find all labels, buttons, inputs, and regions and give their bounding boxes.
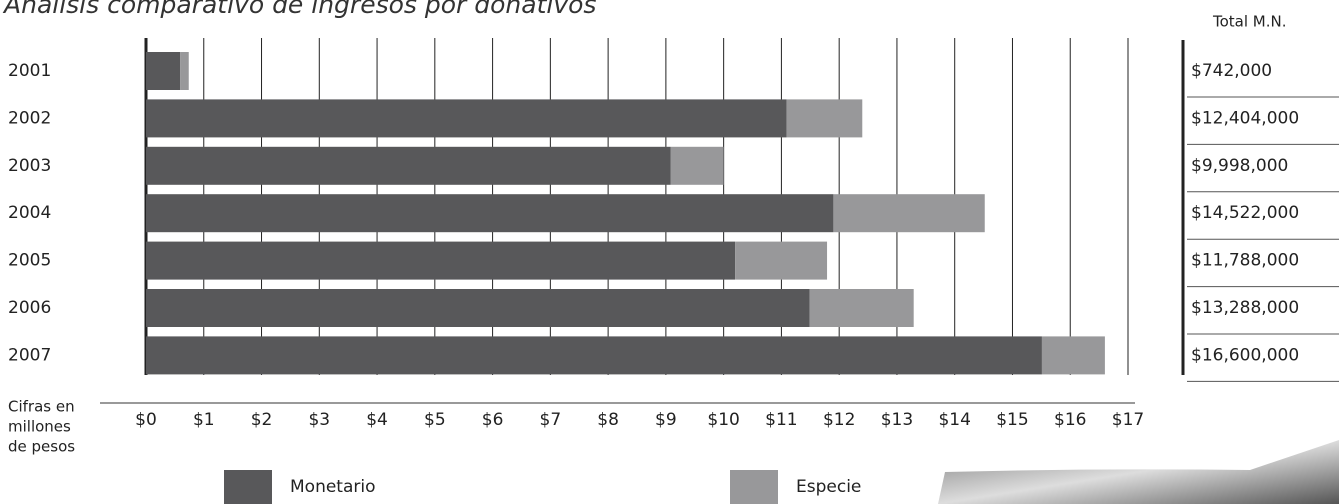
bar-segment — [670, 146, 724, 185]
bar-segment — [146, 52, 181, 90]
bar-segment — [735, 241, 828, 280]
total-header: Total M.N. — [1212, 13, 1287, 31]
x-tick-label: $3 — [308, 410, 330, 430]
bar-segment — [833, 194, 985, 233]
bar-segment — [146, 194, 834, 233]
legend-label: Especie — [796, 477, 861, 497]
bar-segment — [786, 99, 863, 138]
y-tick-label: 2003 — [8, 156, 51, 176]
legend-label: Monetario — [290, 477, 376, 497]
y-tick-label: 2006 — [8, 298, 51, 318]
x-tick-label: $14 — [938, 410, 970, 430]
total-label: $11,788,000 — [1191, 251, 1299, 271]
total-label: $742,000 — [1191, 61, 1272, 81]
total-label: $16,600,000 — [1191, 345, 1299, 365]
axis-label: de pesos — [8, 438, 75, 456]
axis-label: Cifras en — [8, 398, 75, 416]
x-tick-label: $2 — [251, 410, 273, 430]
axis-label: millones — [8, 418, 71, 436]
x-tick-label: $12 — [823, 410, 855, 430]
x-tick-label: $10 — [707, 410, 739, 430]
y-tick-label: 2004 — [8, 203, 51, 223]
bar-segment — [146, 146, 671, 185]
total-label: $12,404,000 — [1191, 108, 1299, 128]
photo — [938, 440, 1339, 504]
x-tick-label: $0 — [135, 410, 157, 430]
y-tick-label: 2001 — [8, 61, 51, 81]
total-label: $9,998,000 — [1191, 156, 1288, 176]
bar-segment — [146, 289, 810, 327]
x-tick-label: $7 — [540, 410, 562, 430]
x-tick-label: $15 — [996, 410, 1028, 430]
y-tick-label: 2007 — [8, 345, 51, 365]
x-tick-label: $5 — [424, 410, 446, 430]
chart-title: Análisis comparativo de ingresos por don… — [2, 0, 596, 19]
total-label: $13,288,000 — [1191, 298, 1299, 318]
x-tick-label: $13 — [881, 410, 913, 430]
bar-segment — [146, 241, 736, 280]
x-tick-label: $4 — [366, 410, 388, 430]
y-tick-label: 2002 — [8, 108, 51, 128]
total-label: $14,522,000 — [1191, 203, 1299, 223]
bar-segment — [809, 289, 914, 327]
x-tick-label: $9 — [655, 410, 677, 430]
bar-segment — [1041, 336, 1105, 375]
legend-swatch — [730, 470, 778, 504]
x-tick-label: $16 — [1054, 410, 1086, 430]
x-tick-label: $8 — [597, 410, 619, 430]
x-tick-label: $6 — [482, 410, 504, 430]
x-tick-label: $11 — [765, 410, 797, 430]
bar-segment — [146, 99, 787, 138]
x-tick-label: $17 — [1112, 410, 1144, 430]
legend-swatch — [224, 470, 272, 504]
x-tick-label: $1 — [193, 410, 215, 430]
bar-segment — [146, 336, 1042, 375]
y-tick-label: 2005 — [8, 251, 51, 271]
bar-segment — [180, 52, 189, 90]
